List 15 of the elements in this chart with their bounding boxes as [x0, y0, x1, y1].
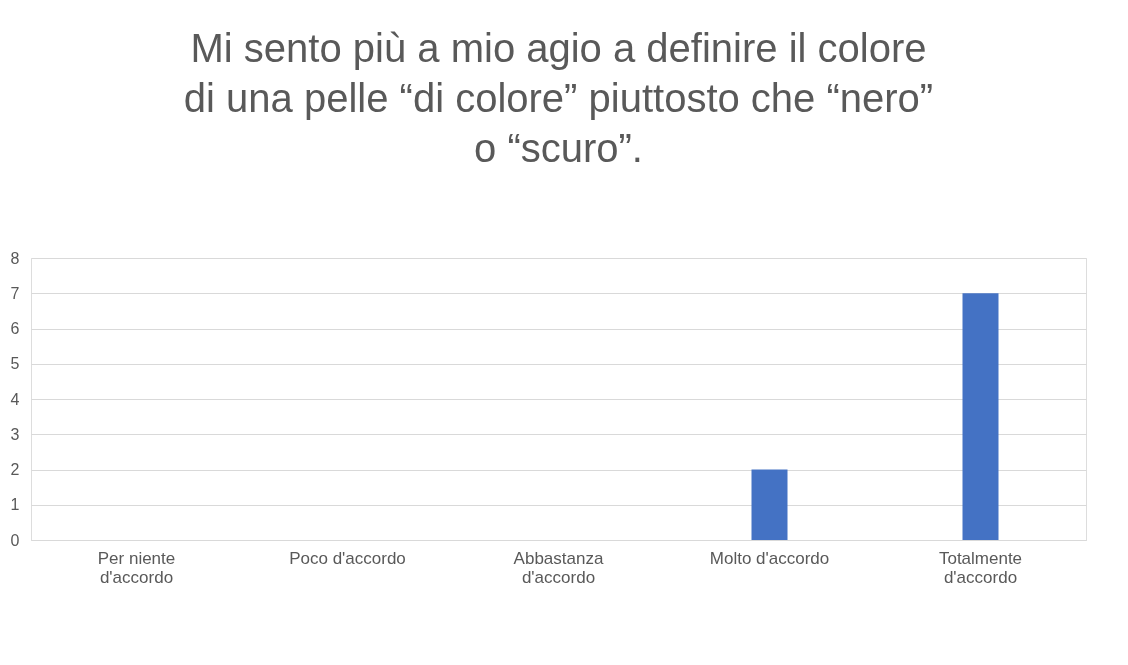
y-tick-label: 0 — [10, 531, 20, 549]
y-tick-label: 1 — [10, 496, 20, 514]
x-tick-label: Molto d'accordo — [709, 548, 830, 568]
y-tick-label: 3 — [10, 425, 20, 443]
x-tick-label: Per niente d'accordo — [97, 548, 176, 587]
y-tick-label: 4 — [10, 390, 20, 408]
y-tick-label: 5 — [10, 355, 20, 373]
x-tick-label: Poco d'accordo — [289, 548, 406, 568]
y-tick-label: 6 — [10, 320, 20, 337]
y-tick-label: 2 — [10, 461, 20, 478]
y-tick-label: 8 — [10, 249, 20, 267]
y-tick-label: 7 — [10, 284, 20, 302]
x-tick-label: Totalmente d'accordo — [938, 548, 1023, 587]
x-tick-label: Abbastanza d'accordo — [513, 548, 604, 587]
chart-title: Mi sento più a mio agio a definire il colore di una pelle “di colore” piuttosto che “nero” o “scuro”. — [183, 26, 934, 170]
